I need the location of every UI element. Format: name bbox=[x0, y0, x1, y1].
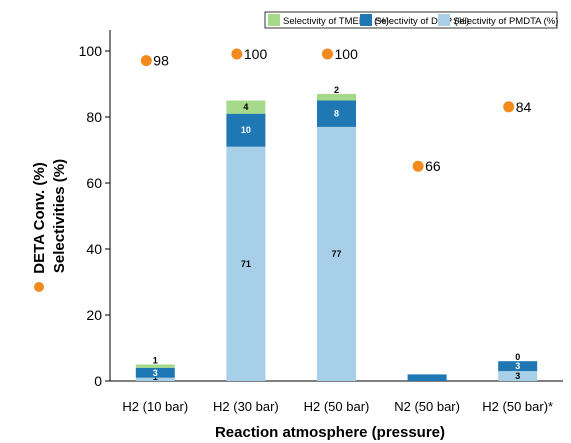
bar-data-label: 0 bbox=[425, 365, 430, 375]
bar-segment bbox=[226, 100, 266, 114]
conversion-label: 66 bbox=[425, 158, 441, 174]
conversion-label: 100 bbox=[244, 46, 268, 62]
y-axis-title: Selectivities (%) bbox=[51, 159, 68, 273]
y2-axis-title: DETA Conv. (%) bbox=[31, 162, 48, 273]
conversion-marker bbox=[503, 101, 515, 113]
x-axis-title: Reaction atmosphere (pressure) bbox=[215, 424, 445, 441]
legend-swatch bbox=[360, 14, 372, 26]
y-tick-label: 0 bbox=[94, 373, 102, 389]
y-tick-label: 60 bbox=[86, 175, 102, 191]
conversion-label: 84 bbox=[516, 99, 532, 115]
bar-data-label: 4 bbox=[243, 102, 248, 112]
conversion-label: 98 bbox=[153, 53, 169, 69]
x-tick-label: H2 (10 bar) bbox=[122, 399, 188, 414]
bar-segment bbox=[317, 93, 356, 101]
conversion-marker bbox=[140, 55, 152, 67]
x-tick-label: N2 (50 bar) bbox=[394, 399, 460, 414]
conversion-marker bbox=[322, 48, 333, 60]
legend: Selectivity of TMEDA (%)Selectivity of D… bbox=[264, 11, 558, 29]
bar-segment bbox=[226, 146, 266, 381]
conversion-label: 100 bbox=[335, 46, 359, 62]
bar-segment bbox=[226, 113, 266, 147]
legend-label: Selectivity of PMDTA (%) bbox=[453, 16, 558, 27]
bar-data-label: 8 bbox=[334, 109, 339, 119]
bar-data-label: 77 bbox=[331, 249, 341, 259]
x-tick-label: H2 (50 bar)* bbox=[482, 399, 553, 414]
bar-segment bbox=[135, 364, 175, 368]
legend-label: Selectivity of TMEDA (%) bbox=[283, 16, 389, 27]
y-tick-label: 80 bbox=[86, 109, 102, 125]
bar-segment bbox=[317, 100, 356, 127]
bar-data-label: 10 bbox=[241, 125, 251, 135]
bar-data-label: 2 bbox=[334, 85, 339, 95]
bar-data-label: 1 bbox=[153, 356, 158, 366]
x-tick-label: H2 (30 bar) bbox=[213, 399, 279, 414]
y2-axis-marker-icon bbox=[34, 282, 44, 292]
bar-data-label: 3 bbox=[515, 361, 520, 371]
x-tick-label: H2 (50 bar) bbox=[304, 399, 370, 414]
bar-data-label: 0 bbox=[515, 352, 520, 362]
legend-swatch bbox=[438, 14, 450, 26]
y-tick-label: 40 bbox=[86, 241, 102, 257]
conversion-marker bbox=[412, 160, 424, 172]
legend-label: Selectivity of DMP (%) bbox=[375, 16, 469, 27]
bar-data-label: 71 bbox=[241, 259, 251, 269]
bar-segment bbox=[498, 371, 538, 381]
conversion-marker bbox=[231, 48, 243, 60]
y-tick-label: 100 bbox=[79, 43, 103, 59]
bar-segment bbox=[407, 374, 447, 381]
bar-segment bbox=[135, 377, 175, 381]
bars: 1317110477820330 bbox=[135, 85, 538, 382]
legend-box bbox=[264, 11, 558, 29]
bar-data-label: 3 bbox=[515, 371, 520, 381]
legend-swatch bbox=[268, 14, 280, 26]
bar-data-label: 3 bbox=[153, 368, 158, 378]
bar-segment bbox=[135, 367, 175, 378]
bar-segment bbox=[498, 361, 538, 372]
axis-titles: Reaction atmosphere (pressure) Selectivit… bbox=[31, 159, 445, 441]
y-tick-label: 20 bbox=[86, 307, 102, 323]
bar-segment bbox=[317, 126, 356, 382]
